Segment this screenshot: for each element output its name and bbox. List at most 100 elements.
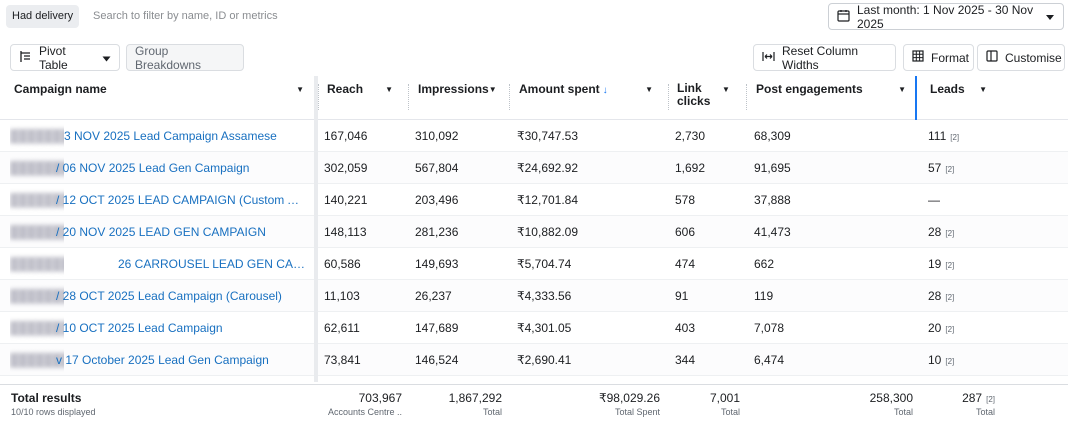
- pivot-icon: [19, 50, 32, 66]
- cell-amount-spent: ₹10,882.09: [517, 225, 579, 239]
- cell-link-clicks: 606: [675, 225, 696, 239]
- leads-value: 57: [928, 161, 942, 175]
- cell-amount-spent: ₹4,301.05: [517, 321, 572, 335]
- cell-reach: 148,113: [324, 225, 367, 239]
- format-button[interactable]: Format: [903, 44, 974, 71]
- grid-icon: [912, 50, 924, 65]
- campaign-name-link[interactable]: / 20 NOV 2025 LEAD GEN CAMPAIGN: [56, 225, 266, 239]
- campaign-name-link[interactable]: / 28 OCT 2025 Lead Campaign (Carousel): [56, 289, 282, 303]
- cell-reach: 73,841: [324, 353, 361, 367]
- filter-chip-had-delivery[interactable]: Had delivery: [6, 5, 80, 28]
- resize-columns-icon: [762, 51, 775, 65]
- cell-impressions: 26,237: [415, 289, 452, 303]
- leads-source-tag: [2]: [945, 357, 955, 366]
- group-breakdowns-button[interactable]: Group Breakdowns: [126, 43, 244, 72]
- column-header-impressions[interactable]: Impressions ▼: [418, 82, 497, 96]
- cell-amount-spent: ₹5,704.74: [517, 257, 572, 271]
- table-row[interactable]: ████████/ 12 OCT 2025 LEAD CAMPAIGN (Cus…: [0, 184, 1068, 216]
- cell-reach: 62,611: [324, 321, 360, 335]
- date-range-button[interactable]: Last month: 1 Nov 2025 - 30 Nov 2025: [828, 2, 1064, 31]
- caret-down-icon[interactable]: ▼: [898, 85, 906, 94]
- table-row[interactable]: ████████ 26 CARROUSEL LEAD GEN CAMPAIGN 60…: [0, 248, 1068, 280]
- leads-source-tag: [2]: [945, 229, 955, 238]
- column-header-post-engagements[interactable]: Post engagements ▼: [756, 82, 906, 96]
- caret-down-icon[interactable]: ▼: [722, 85, 730, 94]
- total-post-engagements: 258,300 Total: [869, 391, 913, 417]
- columns-icon: [986, 50, 998, 65]
- table-body: ████████3 NOV 2025 Lead Campaign Assames…: [0, 120, 1068, 382]
- campaign-name-link[interactable]: / 06 NOV 2025 Lead Gen Campaign: [56, 161, 250, 175]
- leads-value: 19: [928, 257, 942, 271]
- reset-column-widths-button[interactable]: Reset Column Widths: [753, 44, 896, 72]
- campaign-table: Campaign name ▼ Reach ▼ Impressions ▼ Amoun…: [0, 76, 1068, 382]
- column-header-amount-spent[interactable]: Amount spent ↓ ▼: [519, 82, 653, 96]
- campaign-name-link[interactable]: v 17 October 2025 Lead Gen Campaign: [56, 353, 269, 367]
- table-header-row: Campaign name ▼ Reach ▼ Impressions ▼ Amoun…: [0, 76, 1068, 120]
- table-row[interactable]: ████████/ 06 NOV 2025 Lead Gen Campaign 3…: [0, 152, 1068, 184]
- leads-value: 28: [928, 225, 942, 239]
- redacted-prefix: ████████: [10, 193, 64, 207]
- campaign-name-link[interactable]: / 10 OCT 2025 Lead Campaign: [56, 321, 223, 335]
- group-breakdowns-label: Group Breakdowns: [135, 43, 202, 72]
- cell-link-clicks: 403: [675, 321, 696, 335]
- cell-reach: 11,103: [324, 289, 360, 303]
- cell-link-clicks: 91: [675, 289, 689, 303]
- link-clicks-caret[interactable]: ▼: [722, 82, 738, 94]
- column-header-campaign-name[interactable]: Campaign name ▼: [14, 82, 304, 96]
- campaign-name-link[interactable]: 26 CARROUSEL LEAD GEN CAMPAIGN: [118, 257, 308, 271]
- cell-amount-spent: ₹30,747.53: [517, 129, 579, 143]
- column-header-reach[interactable]: Reach ▼: [327, 82, 393, 96]
- totals-title: Total results: [11, 391, 82, 405]
- cell-link-clicks: 578: [675, 193, 696, 207]
- cell-leads: 28 [2]: [928, 280, 998, 312]
- leads-value: 28: [928, 289, 942, 303]
- search-input[interactable]: Search to filter by name, ID or metrics: [93, 10, 278, 22]
- cell-link-clicks: 474: [675, 257, 696, 271]
- cell-impressions: 310,092: [415, 129, 459, 143]
- table-row[interactable]: ████████/ 10 OCT 2025 Lead Campaign 62,61…: [0, 312, 1068, 344]
- frozen-column-divider: [314, 76, 318, 382]
- sort-descending-icon[interactable]: ↓: [602, 85, 608, 96]
- cell-impressions: 567,804: [415, 161, 459, 175]
- total-link-clicks: 7,001 Total: [709, 391, 740, 417]
- caret-down-icon[interactable]: ▼: [385, 85, 393, 94]
- leads-value: 20: [928, 321, 942, 335]
- cell-post-engagements: 37,888: [754, 193, 791, 207]
- redacted-prefix: ████████: [10, 225, 64, 239]
- cell-leads: 10 [2]: [928, 344, 998, 376]
- pivot-table-button[interactable]: Pivot Table: [10, 44, 120, 72]
- caret-down-icon[interactable]: ▼: [488, 85, 497, 94]
- cell-impressions: 146,524: [415, 353, 459, 367]
- campaign-name-link[interactable]: / 12 OCT 2025 LEAD CAMPAIGN (Custom Audi…: [56, 193, 306, 207]
- table-row[interactable]: ████████v 17 October 2025 Lead Gen Campa…: [0, 344, 1068, 376]
- campaign-name-link[interactable]: 3 NOV 2025 Lead Campaign Assamese: [64, 129, 277, 143]
- cell-post-engagements: 7,078: [754, 321, 785, 335]
- cell-reach: 60,586: [324, 257, 361, 271]
- cell-post-engagements: 6,474: [754, 353, 785, 367]
- column-resize-handle[interactable]: [915, 76, 917, 120]
- table-row[interactable]: ████████3 NOV 2025 Lead Campaign Assames…: [0, 120, 1068, 152]
- redacted-prefix: ████████: [10, 161, 64, 175]
- date-range-label: Last month: 1 Nov 2025 - 30 Nov 2025: [857, 2, 1034, 31]
- caret-down-icon[interactable]: ▼: [979, 85, 987, 94]
- leads-value: —: [928, 193, 940, 207]
- totals-row: Total results 10/10 rows displayed 703,9…: [0, 384, 1068, 426]
- chevron-down-icon: [1045, 10, 1055, 24]
- leads-source-tag: [2]: [945, 293, 955, 302]
- column-header-leads[interactable]: Leads ▼: [930, 82, 987, 96]
- redacted-prefix: ████████: [10, 129, 64, 143]
- caret-down-icon[interactable]: ▼: [296, 85, 304, 94]
- cell-leads: —: [928, 184, 998, 216]
- cell-reach: 167,046: [324, 129, 368, 143]
- column-header-link-clicks[interactable]: Link clicks: [677, 81, 711, 108]
- redacted-prefix: ████████: [10, 321, 64, 335]
- table-toolbar: Pivot Table Group Breakdowns Reset Colum…: [0, 40, 1068, 74]
- caret-down-icon[interactable]: ▼: [645, 85, 653, 94]
- cell-link-clicks: 1,692: [675, 161, 706, 175]
- table-row[interactable]: ████████/ 20 NOV 2025 LEAD GEN CAMPAIGN 1…: [0, 216, 1068, 248]
- customise-button[interactable]: Customise: [977, 44, 1065, 71]
- table-row[interactable]: ████████/ 28 OCT 2025 Lead Campaign (Car…: [0, 280, 1068, 312]
- total-impressions: 1,867,292 Total: [448, 391, 502, 417]
- total-reach: 703,967 Accounts Centre ..: [327, 391, 402, 417]
- cell-link-clicks: 2,730: [675, 129, 706, 143]
